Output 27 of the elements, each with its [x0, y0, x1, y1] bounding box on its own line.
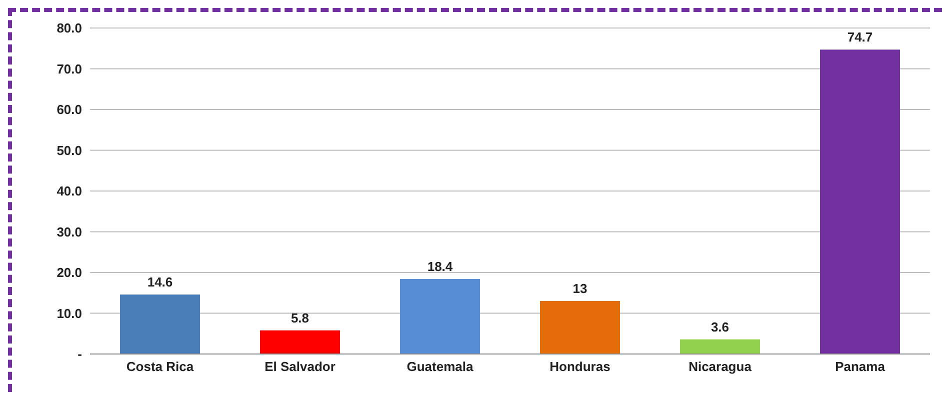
data-label: 14.6 — [147, 274, 173, 290]
bar — [680, 339, 760, 354]
y-tick-label: 70.0 — [56, 61, 82, 76]
x-tick-label: Guatemala — [406, 359, 474, 374]
data-label: 74.7 — [847, 30, 873, 45]
y-tick-label: - — [78, 346, 82, 362]
x-tick-label: Panama — [835, 359, 886, 374]
data-label: 13 — [572, 281, 588, 296]
y-tick-label: 10.0 — [56, 306, 82, 321]
bar — [820, 50, 900, 354]
y-tick-label: 30.0 — [56, 224, 82, 240]
data-label: 3.6 — [710, 319, 730, 334]
bar — [120, 294, 200, 354]
bar — [540, 301, 620, 354]
y-tick-label: 40.0 — [56, 184, 82, 199]
y-tick-label: 20.0 — [56, 265, 82, 280]
y-tick-label: 50.0 — [56, 142, 82, 158]
y-tick-label: 80.0 — [56, 20, 82, 36]
x-tick-label: Costa Rica — [126, 359, 194, 374]
x-tick-label: Honduras — [550, 359, 610, 374]
y-tick-label: 60.0 — [56, 102, 82, 118]
data-label: 5.8 — [290, 310, 310, 326]
x-tick-label: Nicaragua — [688, 359, 752, 374]
bar — [260, 330, 340, 354]
x-tick-label: El Salvador — [264, 359, 336, 374]
data-label: 18.4 — [427, 259, 454, 274]
bar — [400, 279, 480, 354]
